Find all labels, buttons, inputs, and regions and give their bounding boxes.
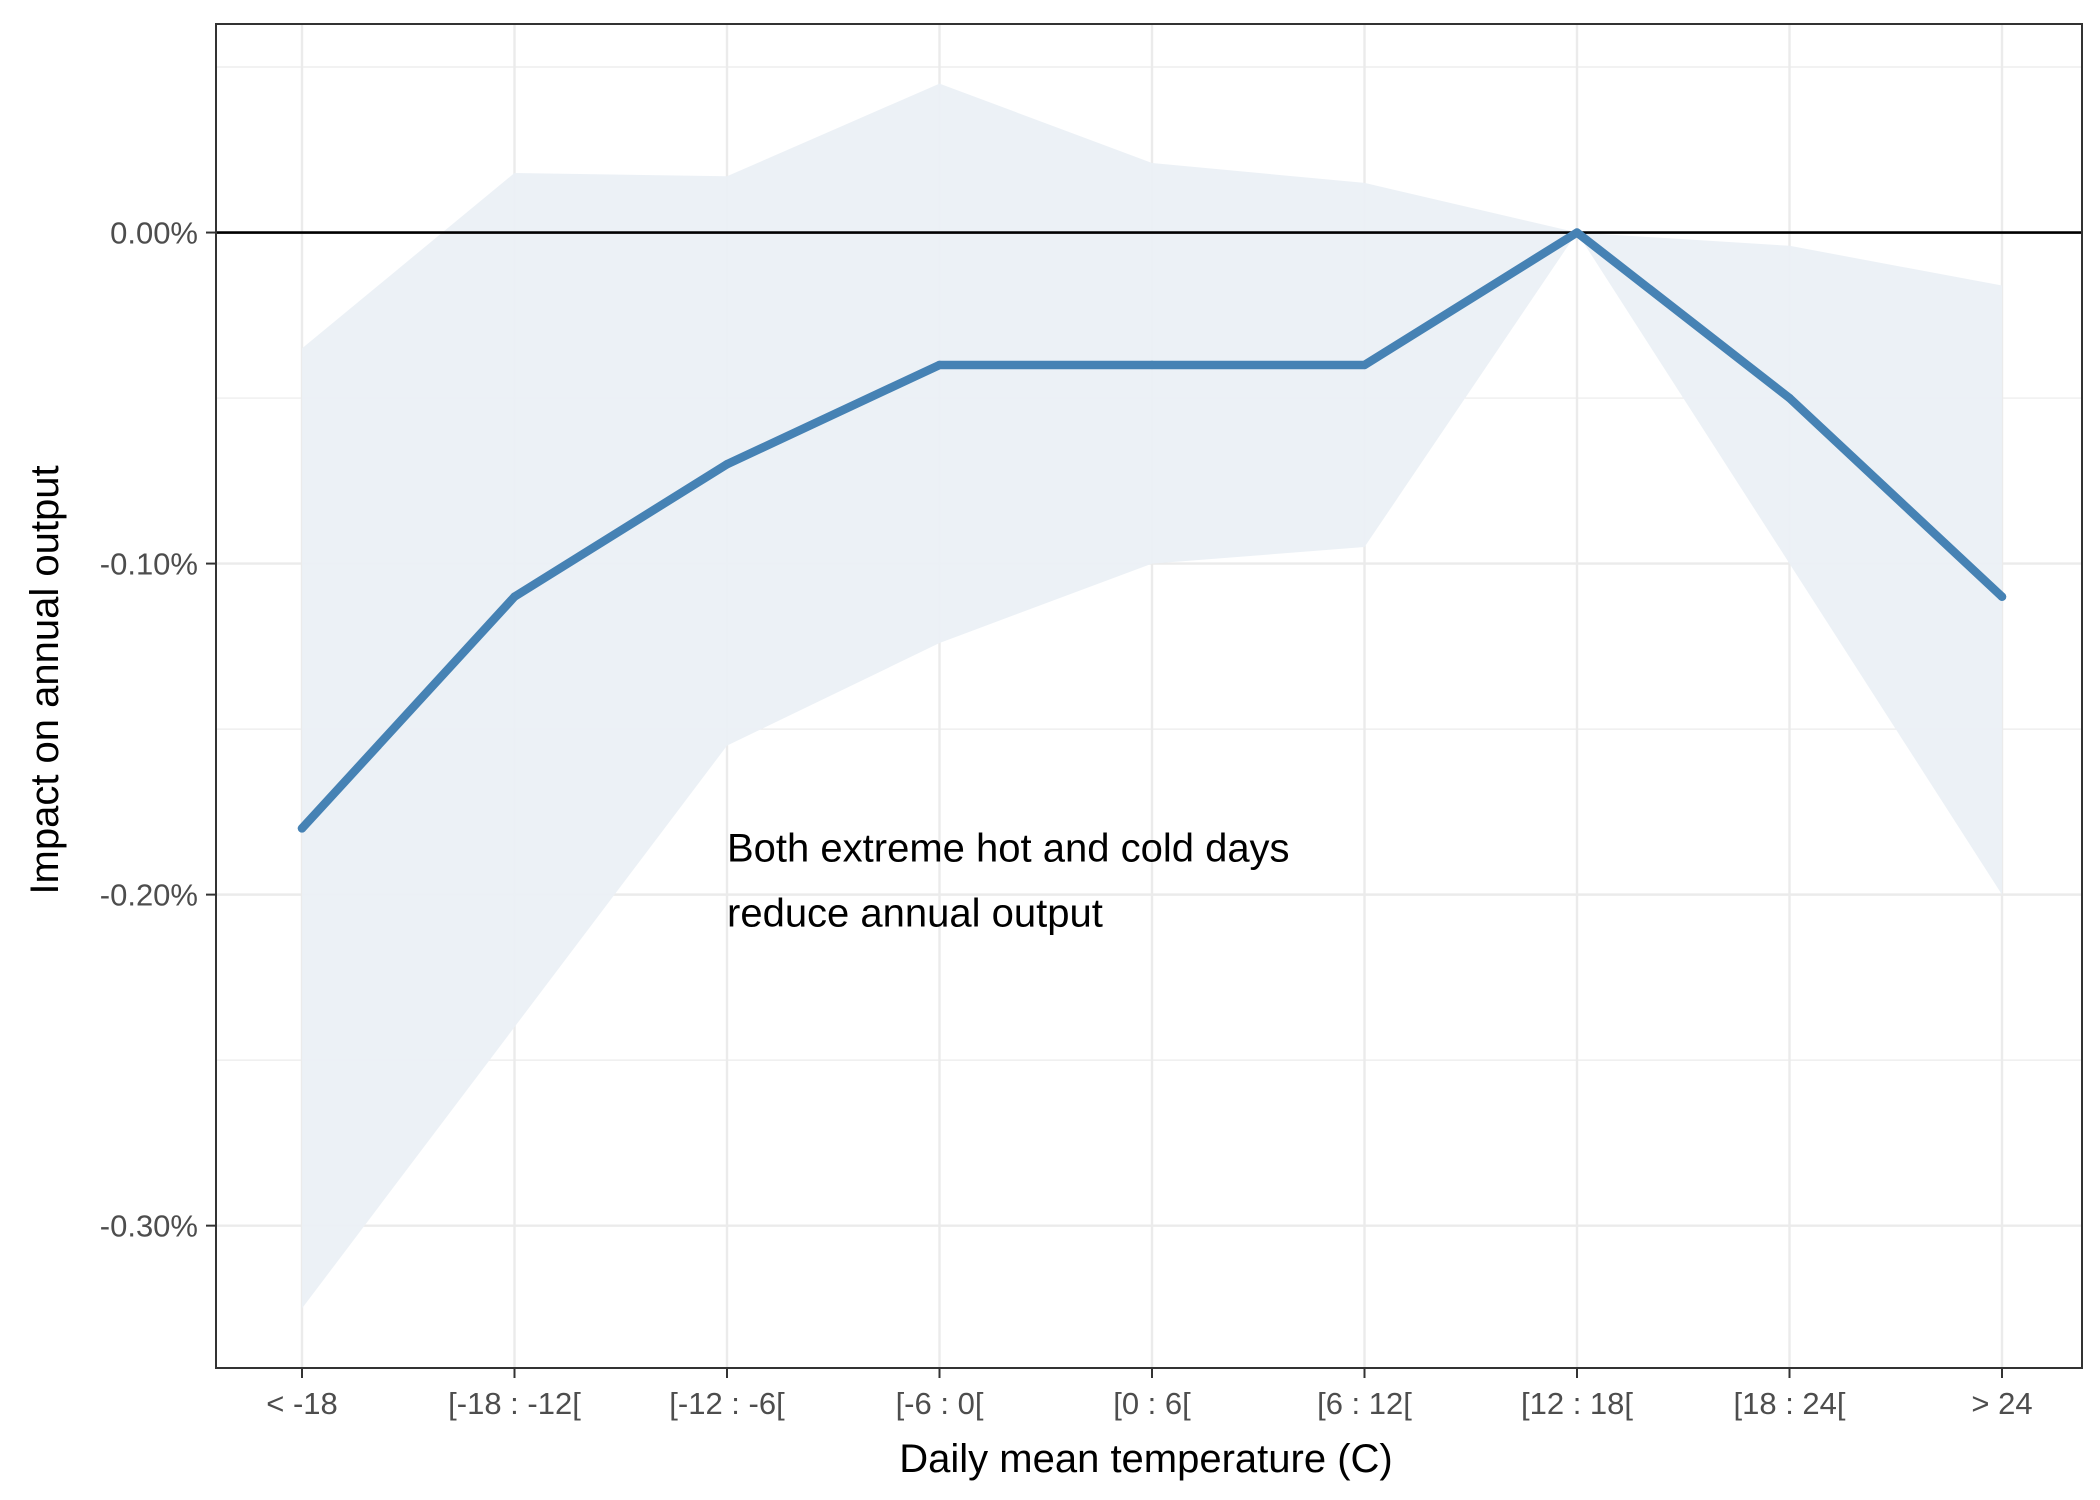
data-point xyxy=(1997,592,2007,601)
panel-border xyxy=(215,23,2083,1369)
data-point xyxy=(1360,360,1369,370)
y-axis-title: Impact on annual output xyxy=(23,465,67,894)
data-point xyxy=(1572,228,1582,237)
data-point xyxy=(297,824,307,833)
x-axis-ticks: < -18 [-18 : -12[ [-12 : -6[ [-6 : 0[ [0 : 6… xyxy=(266,1368,2033,1421)
annotation: Both extreme hot and cold days reduce an… xyxy=(727,827,1301,936)
x-tick-label: [0 : 6[ xyxy=(1113,1386,1191,1421)
y-tick-label: -0.20% xyxy=(100,878,198,913)
x-tick-label: [12 : 18[ xyxy=(1521,1386,1633,1421)
x-tick-label: > 24 xyxy=(1971,1386,2032,1421)
annotation-line-2: reduce annual output xyxy=(727,892,1103,936)
data-point xyxy=(935,360,944,370)
confidence-band-layer xyxy=(302,83,2002,1309)
data-point xyxy=(510,592,519,601)
data-points-layer xyxy=(297,228,2007,833)
y-tick-label: -0.30% xyxy=(100,1209,198,1244)
annotation-line-1: Both extreme hot and cold days xyxy=(727,827,1290,871)
x-axis-title: Daily mean temperature (C) xyxy=(899,1437,1393,1481)
x-tick-label: [18 : 24[ xyxy=(1733,1386,1845,1421)
x-tick-label: [-18 : -12[ xyxy=(448,1386,581,1421)
x-tick-label: [-12 : -6[ xyxy=(669,1386,785,1421)
confidence-band xyxy=(302,83,2002,1309)
x-tick-label: < -18 xyxy=(266,1386,338,1421)
y-tick-label: 0.00% xyxy=(110,216,198,251)
x-tick-label: [6 : 12[ xyxy=(1317,1386,1412,1421)
data-point xyxy=(1785,393,1794,403)
x-tick-label: [-6 : 0[ xyxy=(896,1386,984,1421)
data-point xyxy=(1147,360,1157,370)
y-axis-ticks: 0.00% -0.10% -0.20% -0.30% xyxy=(100,216,216,1244)
data-point xyxy=(722,460,732,469)
y-tick-label: -0.10% xyxy=(100,547,198,582)
